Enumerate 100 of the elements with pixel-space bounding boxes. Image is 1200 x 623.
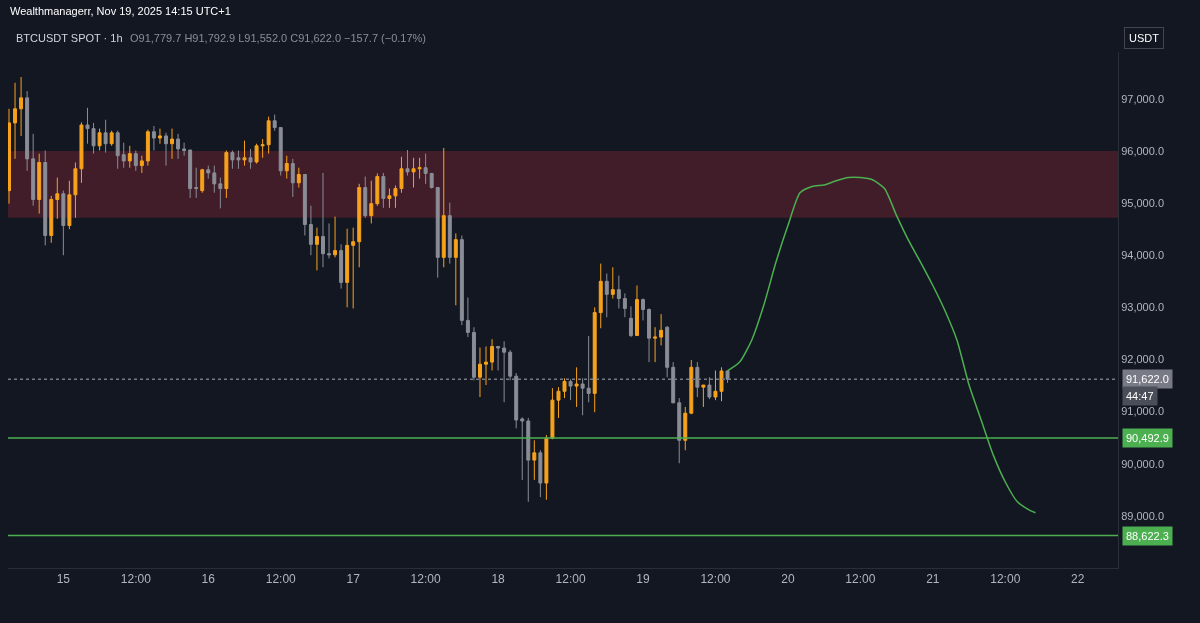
candlestick [508,349,513,381]
candlestick [8,108,11,205]
candlestick [659,313,664,346]
ref-line-label: 91,622.0 [1126,373,1169,385]
candlestick [97,128,102,152]
x-tick-label: 12:00 [700,572,731,587]
candlestick [526,417,531,503]
candlestick [327,222,331,259]
candlestick [200,168,205,194]
candlestick [369,180,374,224]
y-tick-label: 93,000.0 [1121,301,1165,314]
candlestick [653,326,658,363]
candlestick [266,116,271,155]
chart-title: BTCUSDT SPOT · 1h [16,31,123,44]
x-tick-label: 17 [346,572,361,587]
candlestick [423,153,428,185]
candlestick [133,150,138,172]
candlestick [176,133,181,160]
x-tick-label: 22 [1071,572,1085,587]
chart-subtitle: O91,779.7 H91,792.9 L91,552.0 C91,622.0 −157.7 (−0.17%) [130,32,427,44]
candlestick [453,232,458,306]
y-tick-label: 91,000.0 [1121,405,1165,418]
candlestick [224,150,229,199]
candlestick [647,307,652,363]
candlestick [31,133,36,207]
candlestick [145,129,150,167]
candlestick [37,153,42,215]
candlestick [321,172,325,268]
x-tick-label: 12:00 [410,572,441,587]
candlestick [218,177,223,209]
candlestick [677,397,682,464]
x-tick-label: 12:00 [555,572,586,587]
candlestick [574,366,579,408]
candlestick [19,76,24,137]
candlestick [580,377,585,416]
candlestick [206,165,211,180]
candlestick [459,234,464,326]
candlestick [49,195,54,244]
candlestick [725,369,730,384]
candlestick [290,158,295,198]
ref-line-label: 88,622.3 [1126,530,1169,542]
candlestick [405,149,410,177]
candlestick [484,345,488,386]
text: 44:47 [1126,390,1154,402]
candlestick [502,340,507,403]
candlestick [13,82,18,160]
x-tick-label: 15 [56,572,71,587]
candlestick [333,216,338,258]
candlestick [25,90,30,172]
candlestick [478,347,482,398]
candlestick [278,127,283,177]
candlestick [586,335,591,403]
candlestick [55,177,60,220]
candlestick [695,361,700,398]
candlestick [345,228,350,308]
candlestick [296,167,301,189]
candlestick [43,150,48,246]
y-tick-label: 92,000.0 [1121,353,1165,366]
candlestick [308,205,313,256]
x-tick-label: 12:00 [845,572,876,587]
y-tick-label: 89,000.0 [1121,509,1165,522]
candlestick [604,273,609,318]
candlestick [357,183,362,268]
candlestick [115,130,120,170]
candlestick [683,406,688,451]
candlestick [164,132,168,167]
candlestick [465,296,470,338]
candlestick [127,145,132,169]
candlestick [665,325,670,378]
y-tick-label: 95,000.0 [1121,197,1165,209]
y-tick-label: 96,000.0 [1121,144,1165,157]
y-axis-title: USDT [1129,32,1160,44]
candlestick [490,338,495,371]
candlestick [538,449,543,498]
candlestick [568,378,573,401]
candlestick [182,142,187,157]
x-tick-label: 12:00 [120,572,152,587]
candlestick [671,361,676,404]
candlestick [351,227,356,309]
candlestick [121,142,126,169]
candlestick [435,187,440,279]
candlestick [592,306,597,413]
x-tick-label: 20 [781,572,795,587]
candlestick [701,384,706,408]
y-tick-label: 94,000.0 [1121,249,1165,262]
candlestick [157,128,162,145]
candlestick [375,172,380,207]
candlestick [151,125,156,152]
candlestick [429,172,434,190]
candlestick [302,173,307,236]
candlestick [188,149,193,199]
candlestick [339,243,344,290]
candlestick [272,114,277,132]
candlestick [634,285,639,337]
candlestick [212,165,217,194]
candlestick [616,275,621,309]
candlestick [610,266,615,300]
ref-line-label: 90,492.9 [1126,432,1169,444]
x-tick-label: 12:00 [990,572,1021,587]
x-tick-label: 19 [636,572,650,587]
